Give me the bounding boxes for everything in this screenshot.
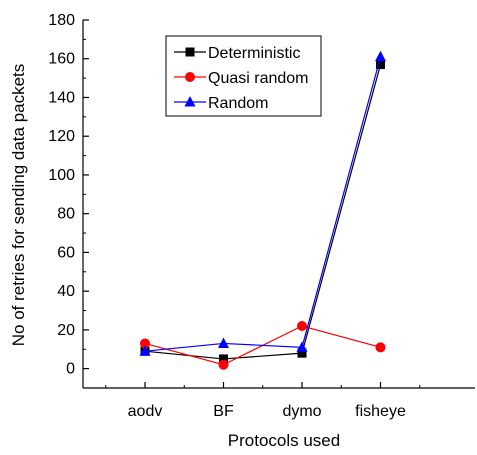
x-tick-label: dymo: [282, 403, 321, 420]
data-point-quasi-random: [218, 359, 229, 370]
data-point-deterministic: [376, 60, 385, 70]
data-point-quasi-random: [375, 342, 386, 353]
legend-marker: [184, 96, 196, 107]
data-point-quasi-random: [140, 338, 150, 349]
y-tick-label: 100: [48, 167, 75, 184]
y-tick-label: 20: [57, 322, 75, 339]
y-tick-label: 80: [57, 206, 75, 223]
x-tick-label: BF: [213, 403, 234, 420]
legend-item-deterministic: Deterministic: [174, 45, 300, 62]
data-point-random: [375, 50, 386, 62]
data-point-random: [218, 337, 229, 348]
series-line-deterministic: [144, 64, 382, 360]
y-tick-label: 60: [57, 244, 75, 261]
x-tick-label: fisheye: [355, 403, 406, 420]
legend-label: Deterministic: [208, 45, 300, 62]
y-tick-label: 160: [48, 51, 75, 68]
x-axis-title: Protocols used: [228, 431, 340, 450]
y-tick-label: 120: [48, 128, 75, 145]
series-line-random: [144, 56, 382, 352]
data-point-deterministic: [219, 354, 228, 364]
series-quasi-random: [140, 321, 386, 370]
x-axis-ticks: aodv BF dymo fisheye: [105, 382, 421, 420]
y-axis-title: No of retries for sending data packets: [9, 64, 28, 347]
data-point-quasi-random: [297, 321, 307, 332]
y-tick-label: 0: [66, 361, 75, 378]
legend-item-quasi-random: Quasi random: [174, 70, 309, 87]
legend-item-random: Random: [174, 95, 268, 112]
x-tick-label: aodv: [128, 403, 163, 420]
legend-label: Quasi random: [208, 70, 309, 87]
plot-area: 0 20 40 60 80 100 120 140 160 180 aodv BF dymo fishe…: [48, 12, 475, 420]
series-layer: [139, 50, 386, 370]
legend-label: Random: [208, 95, 268, 112]
legend-marker: [185, 47, 195, 57]
data-point-random: [296, 341, 308, 352]
y-tick-label: 140: [48, 89, 75, 106]
legend: Deterministic Quasi random Random: [165, 35, 322, 117]
data-point-deterministic: [297, 348, 307, 358]
y-tick-label: 40: [57, 283, 75, 300]
y-axis-ticks: 0 20 40 60 80 100 120 140 160 180: [48, 12, 89, 389]
legend-marker: [185, 72, 195, 82]
series-random: [139, 50, 386, 356]
data-point-random: [139, 345, 151, 356]
y-tick-label: 180: [48, 12, 75, 29]
